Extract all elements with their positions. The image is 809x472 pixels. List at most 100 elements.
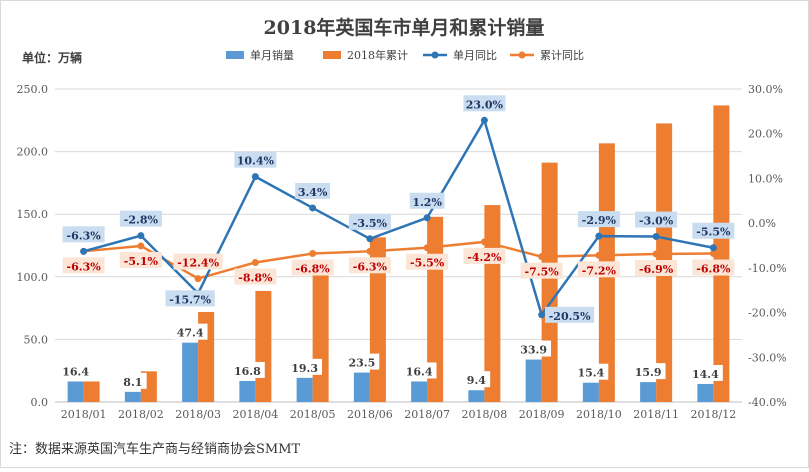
x-tick-label: 2018/11: [633, 408, 679, 421]
cumulative-sales-bar: [83, 381, 100, 402]
monthly-yoy-label-bg: [545, 306, 595, 323]
monthly-yoy-label-text: 1.2%: [412, 196, 442, 209]
monthly-yoy-label: 23.0%: [463, 95, 506, 112]
monthly-yoy-label-text: -5.5%: [696, 226, 731, 239]
monthly-yoy-point: [709, 244, 717, 252]
right-tick-label: 20.0%: [748, 128, 783, 141]
cumulative-yoy-label: -7.5%: [520, 262, 563, 279]
right-y-axis: -40.0% -30.0% -20.0% -10.0% 0.0% 10.0% 20.0% 30…: [748, 83, 787, 409]
legend: 单月销量 2018年累计 单月同比 累计同比: [226, 48, 584, 62]
cumulative-yoy-label: -5.5%: [406, 253, 449, 270]
right-tick-label: 30.0%: [748, 83, 783, 96]
monthly-sales-label-bg: [344, 353, 380, 370]
monthly-yoy-label-bg: [692, 222, 735, 239]
cumulative-yoy-point: [194, 275, 202, 283]
cumulative-yoy-point: [538, 253, 546, 261]
monthly-yoy-label: -5.5%: [692, 222, 735, 239]
monthly-yoy-label: -3.0%: [635, 211, 678, 228]
cumulative-yoy-label: -8.8%: [234, 268, 277, 285]
monthly-sales-label: 16.8: [229, 361, 265, 378]
monthly-yoy-label-text: -3.0%: [639, 215, 674, 228]
monthly-yoy-label: 1.2%: [409, 192, 445, 209]
monthly-sales-bar: [67, 381, 84, 402]
monthly-sales-label-text: 16.8: [234, 365, 261, 378]
monthly-sales-label: 14.4: [687, 364, 723, 381]
monthly-yoy-point: [251, 173, 259, 181]
chart-title: 2018年英国车市单月和累计销量: [264, 16, 545, 39]
monthly-yoy-label-bg: [119, 210, 162, 227]
monthly-yoy-label-bg: [635, 211, 678, 228]
monthly-sales-label: 33.9: [516, 340, 552, 357]
monthly-sales-bar: [468, 390, 485, 402]
cumulative-yoy-label-text: -6.8%: [696, 263, 731, 276]
monthly-sales-label-bg: [462, 371, 491, 388]
monthly-sales-bar: [640, 382, 657, 402]
cumulative-yoy-label-text: -8.8%: [238, 271, 273, 284]
left-tick-label: 200.0: [17, 146, 49, 159]
monthly-sales-label-text: 8.1: [123, 376, 142, 389]
monthly-sales-label-text: 16.4: [406, 365, 433, 378]
monthly-yoy-label-bg: [348, 213, 391, 230]
x-tick-label: 2018/03: [175, 408, 221, 421]
x-tick-label: 2018/01: [61, 408, 107, 421]
monthly-sales-label: 16.4: [401, 362, 437, 379]
cumulative-yoy-point: [480, 238, 488, 246]
monthly-yoy-point: [366, 235, 374, 243]
monthly-yoy-label: -2.9%: [577, 211, 620, 228]
monthly-sales-bar: [582, 382, 599, 402]
legend-label: 单月销量: [250, 48, 294, 62]
monthly-sales-label: 15.9: [630, 363, 666, 380]
x-tick-label: 2018/04: [233, 408, 279, 421]
monthly-yoy-label-bg: [295, 182, 331, 199]
monthly-yoy-label-bg: [165, 290, 215, 307]
monthly-sales-label-bg: [401, 362, 437, 379]
monthly-yoy-label: 3.4%: [295, 182, 331, 199]
cumulative-yoy-label-bg: [348, 257, 391, 274]
legend-label: 2018年累计: [347, 48, 408, 62]
cumulative-yoy-label: -6.9%: [635, 259, 678, 276]
left-tick-label: 0.0: [31, 396, 49, 409]
monthly-yoy-label-bg: [463, 95, 506, 112]
monthly-sales-bar: [525, 359, 542, 402]
x-tick-label: 2018/02: [118, 408, 164, 421]
monthly-sales-label-bg: [119, 372, 147, 389]
monthly-yoy-line: [83, 119, 714, 317]
x-tick-label: 2018/07: [404, 408, 450, 421]
monthly-yoy-label-text: 23.0%: [466, 98, 504, 111]
monthly-sales-label-bg: [172, 323, 208, 340]
data-labels: 16.4 8.1 47.4 16.8 19.3 23.5 16.4 9.4 33.9 15.4 15…: [58, 95, 735, 389]
monthly-sales-label-text: 47.4: [177, 327, 204, 340]
monthly-sales-label-bg: [287, 358, 323, 375]
cumulative-yoy-label: -7.2%: [577, 261, 620, 278]
right-tick-label: 0.0%: [748, 217, 776, 230]
cumulative-yoy-label-bg: [463, 247, 506, 264]
cumulative-yoy-label: -6.3%: [62, 257, 105, 274]
monthly-yoy-label: -3.5%: [348, 213, 391, 230]
cumulative-yoy-point: [366, 247, 374, 255]
monthly-sales-bar: [353, 372, 370, 402]
cumulative-yoy-label: -12.4%: [173, 253, 223, 270]
cumulative-yoy-label-bg: [173, 253, 223, 270]
monthly-sales-label: 23.5: [344, 353, 380, 370]
left-y-axis: 0.0 50.0 100.0 150.0 200.0 250.0: [17, 83, 49, 409]
cumulative-sales-bar: [713, 105, 730, 403]
left-tick-label: 250.0: [17, 83, 49, 96]
monthly-sales-label: 15.4: [573, 363, 609, 380]
monthly-sales-label: 19.3: [287, 358, 323, 375]
monthly-yoy-label-text: 3.4%: [298, 186, 328, 199]
monthly-yoy-point: [80, 247, 88, 255]
cumulative-yoy-point: [137, 242, 145, 250]
cumulative-sales-bar: [312, 266, 329, 402]
monthly-yoy-label: -2.8%: [119, 210, 162, 227]
legend-item: 累计同比: [510, 49, 584, 62]
monthly-yoy-label-bg: [62, 226, 105, 243]
monthly-sales-label: 47.4: [172, 323, 208, 340]
monthly-yoy-point: [309, 204, 317, 212]
x-tick-label: 2018/10: [576, 408, 622, 421]
x-tick-label: 2018/05: [290, 408, 336, 421]
cumulative-yoy-label-text: -7.5%: [525, 266, 560, 279]
cumulative-yoy-line: [83, 240, 714, 280]
cumulative-yoy-point: [652, 250, 660, 258]
